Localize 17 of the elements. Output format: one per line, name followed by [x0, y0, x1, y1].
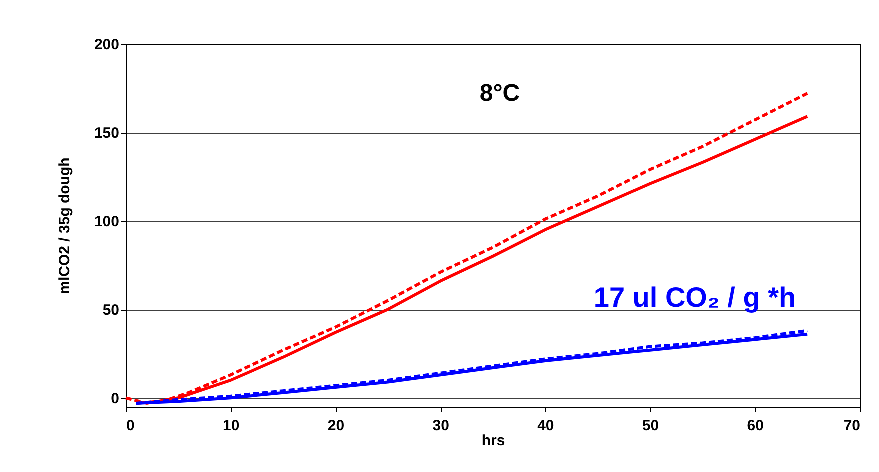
x-tick-label: 20 — [328, 418, 345, 434]
y-axis-title: mlCO2 / 35g dough — [56, 158, 74, 294]
annotation: 17 ul CO₂ / g *h — [594, 282, 796, 313]
x-tick-label: 60 — [747, 418, 764, 434]
annotation: 8°C — [480, 80, 520, 107]
x-tick-label: 30 — [432, 418, 450, 434]
y-tick-label: 50 — [102, 302, 120, 320]
y-tick-label: 150 — [94, 125, 120, 142]
y-tick-label: 200 — [94, 36, 120, 54]
x-axis-title: hrs — [482, 432, 506, 450]
x-tick-label: 50 — [642, 418, 660, 434]
x-tick-label: 0 — [126, 418, 135, 434]
y-tick-label: 0 — [111, 390, 120, 408]
y-tick-label: 100 — [94, 214, 120, 231]
x-tick-label: 70 — [844, 418, 860, 434]
x-tick-label: 40 — [538, 418, 554, 434]
x-tick-label: 10 — [223, 418, 240, 434]
